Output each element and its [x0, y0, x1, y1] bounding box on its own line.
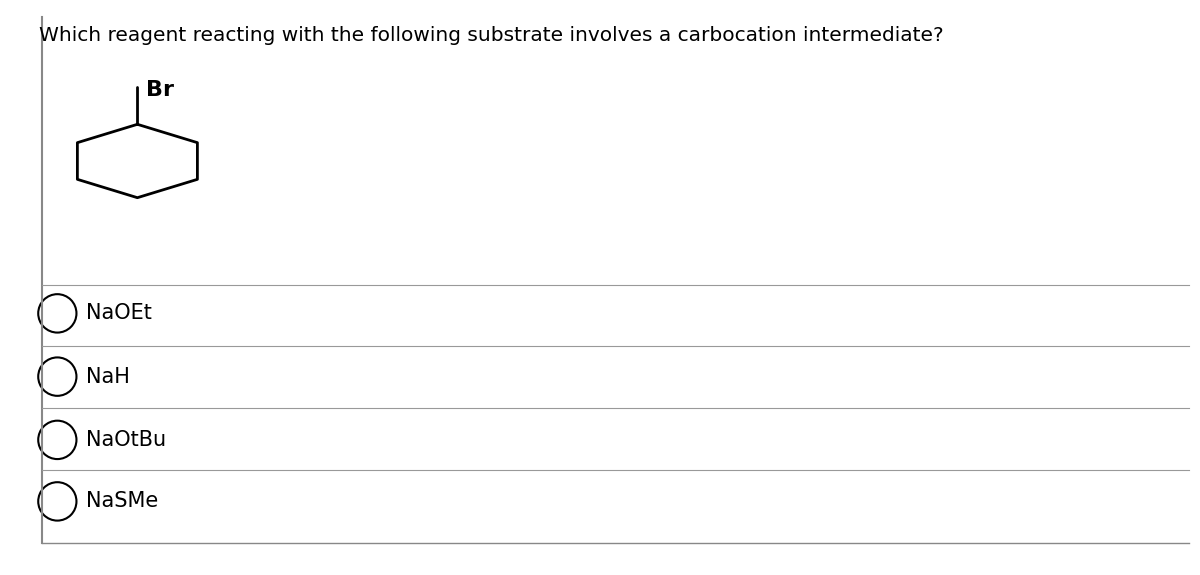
Text: NaH: NaH: [86, 367, 130, 386]
Text: Br: Br: [145, 80, 174, 100]
Text: NaSMe: NaSMe: [86, 492, 158, 511]
Text: Which reagent reacting with the following substrate involves a carbocation inter: Which reagent reacting with the followin…: [40, 26, 944, 45]
Text: NaOEt: NaOEt: [86, 304, 152, 323]
Text: NaOtBu: NaOtBu: [86, 430, 166, 450]
